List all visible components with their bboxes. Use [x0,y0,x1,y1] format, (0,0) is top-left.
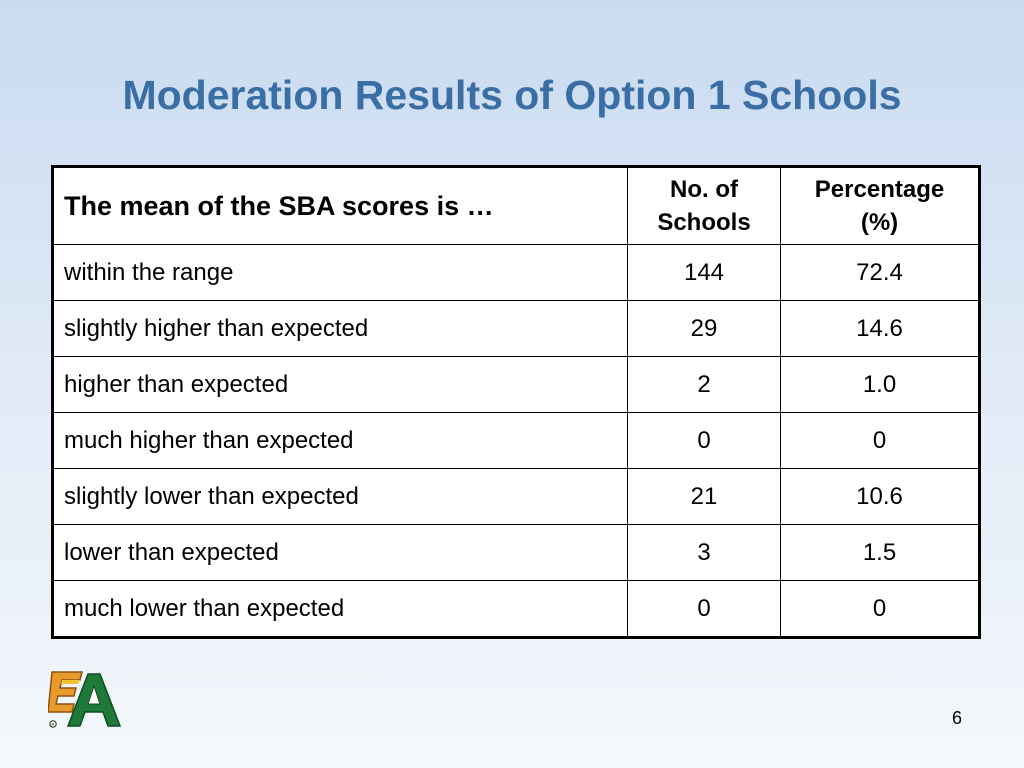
results-table: The mean of the SBA scores is … No. of S… [51,165,981,639]
header-count: No. of Schools [627,166,781,245]
row-description: slightly lower than expected [52,468,628,525]
row-count: 144 [627,244,781,301]
row-count: 2 [627,356,781,413]
row-description: slightly higher than expected [52,300,628,357]
table-row: higher than expected 2 1.0 [52,356,980,413]
row-count: 0 [627,580,781,638]
row-percent: 0 [780,580,980,638]
row-percent: 10.6 [780,468,980,525]
row-count: 21 [627,468,781,525]
row-count: 0 [627,412,781,469]
page-number: 6 [951,708,962,728]
table-row: slightly higher than expected 29 14.6 [52,300,980,357]
header-count-line1: No. of [670,176,738,203]
table-row: lower than expected 3 1.5 [52,524,980,581]
svg-text:R: R [51,722,55,727]
header-count-line2: Schools [657,209,751,236]
row-percent: 14.6 [780,300,980,357]
row-description: higher than expected [52,356,628,413]
table-row: much lower than expected 0 0 [52,580,980,638]
header-percent-line1: Percentage [814,176,945,203]
hkeaa-logo-graphic: R [47,671,122,728]
table-row: much higher than expected 0 0 [52,412,980,469]
table-row: within the range 144 72.4 [52,244,980,301]
table-header-row: The mean of the SBA scores is … No. of S… [52,166,980,245]
header-description: The mean of the SBA scores is … [52,166,628,245]
row-description: lower than expected [52,524,628,581]
row-percent: 0 [780,412,980,469]
row-percent: 1.5 [780,524,980,581]
row-description: within the range [52,244,628,301]
row-description: much higher than expected [52,412,628,469]
table-row: slightly lower than expected 21 10.6 [52,468,980,525]
row-percent: 1.0 [780,356,980,413]
row-description: much lower than expected [52,580,628,638]
slide-title: Moderation Results of Option 1 Schools [122,72,902,118]
header-percent-line2: (%) [860,209,899,236]
hkeaa-logo-icon: R [47,668,128,730]
header-percent: Percentage (%) [780,166,980,245]
row-count: 3 [627,524,781,581]
row-percent: 72.4 [780,244,980,301]
row-count: 29 [627,300,781,357]
